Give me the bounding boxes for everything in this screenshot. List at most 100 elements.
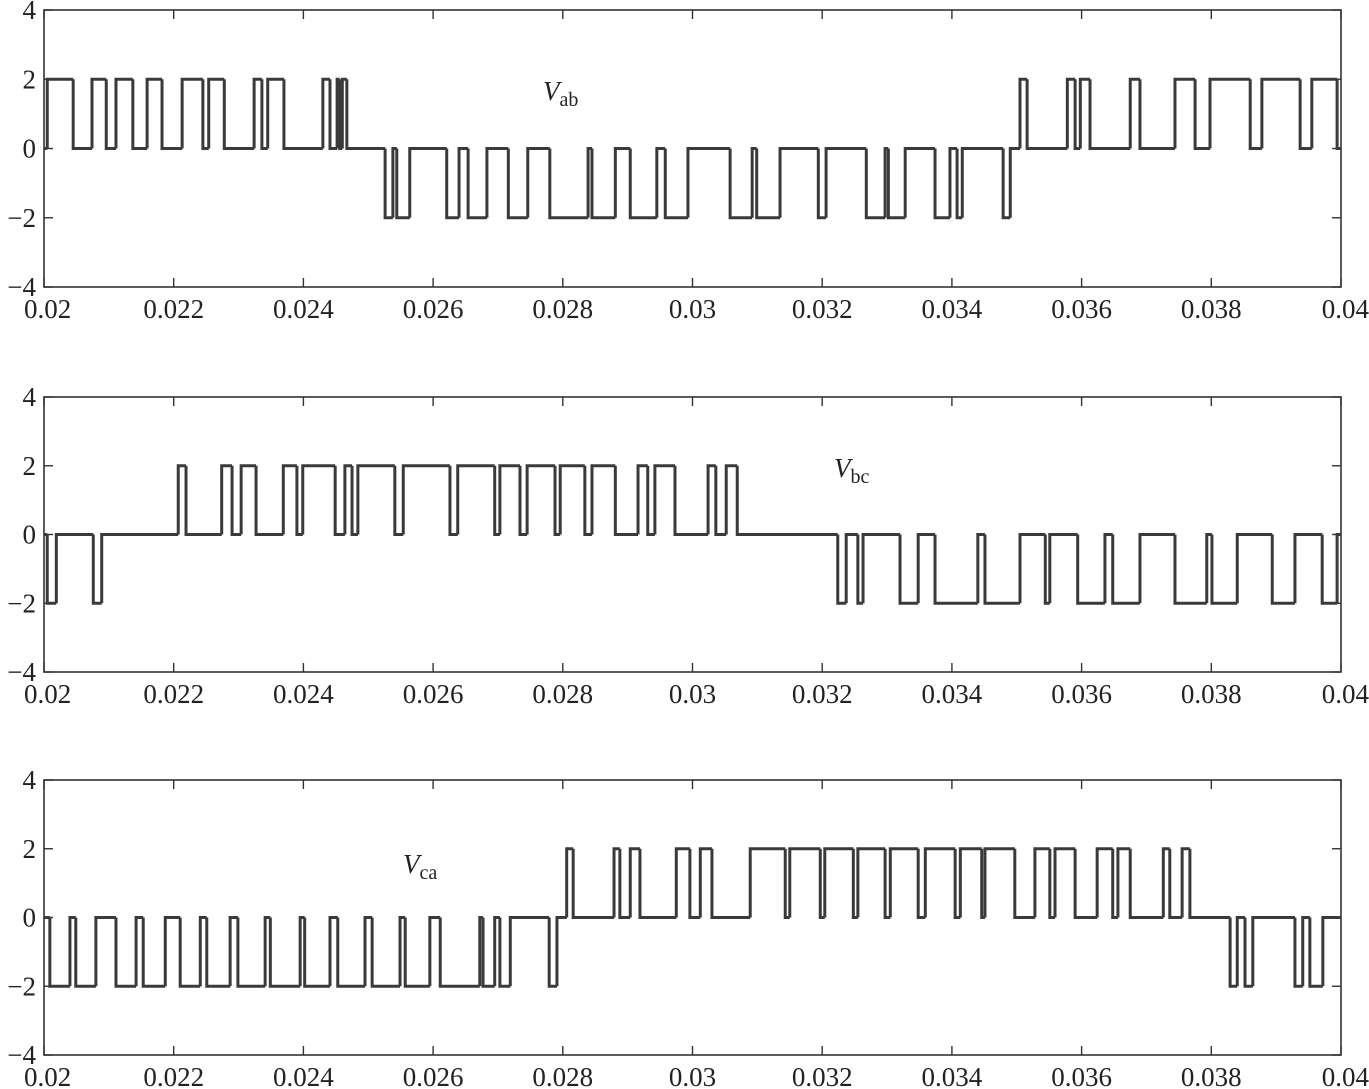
step-segment xyxy=(836,534,847,605)
step-segment xyxy=(686,147,731,218)
step-segment xyxy=(1251,916,1295,987)
step-segment xyxy=(298,916,305,987)
step-segment xyxy=(1025,79,1068,150)
step-segment xyxy=(403,917,430,988)
x-tick-label: 0.022 xyxy=(143,1062,204,1089)
step-segment xyxy=(395,148,410,220)
step-segment xyxy=(646,465,655,536)
x-tick-label: 0.038 xyxy=(1181,679,1242,709)
step-segment xyxy=(735,465,838,536)
step-segment xyxy=(688,848,701,919)
step-segment xyxy=(883,848,891,919)
step-segment xyxy=(856,847,886,918)
step-segment xyxy=(356,464,395,535)
step-segment xyxy=(401,464,450,535)
step-segment xyxy=(1001,148,1011,220)
step-segment xyxy=(340,77,347,149)
step-segment xyxy=(558,464,585,535)
step-segment xyxy=(1111,534,1140,605)
step-segment xyxy=(553,465,561,536)
step-segment xyxy=(571,848,615,919)
step-segment xyxy=(976,533,985,604)
step-segment xyxy=(856,534,864,605)
y-tick-label: 0 xyxy=(23,520,37,550)
step-segment xyxy=(94,916,116,987)
x-tick-label: 0.034 xyxy=(922,294,983,324)
step-segment xyxy=(861,533,901,604)
step-segment xyxy=(180,77,203,149)
step-segment xyxy=(336,917,366,988)
step-segment xyxy=(983,534,1020,605)
step-segment xyxy=(1180,847,1190,918)
annotation-subscript: ca xyxy=(420,862,438,884)
step-segment xyxy=(1138,533,1175,604)
step-segment xyxy=(493,465,500,536)
x-tick-label: 0.032 xyxy=(792,679,853,709)
step-segment xyxy=(1260,77,1301,149)
step-segment xyxy=(903,147,936,218)
step-segment xyxy=(466,148,487,220)
y-tick-label: 0 xyxy=(23,134,37,164)
y-tick-label: 2 xyxy=(23,451,37,481)
x-tick-label: 0.03 xyxy=(669,294,716,324)
step-segment xyxy=(1018,77,1028,149)
step-segment xyxy=(1248,79,1262,150)
step-segment xyxy=(228,916,238,987)
step-segment xyxy=(663,148,688,220)
x-tick-label: 0.022 xyxy=(143,294,204,324)
step-segment xyxy=(844,533,858,604)
step-segment xyxy=(1310,77,1338,149)
step-segment xyxy=(783,848,790,919)
step-segment xyxy=(933,148,950,220)
subplot: 0.02 0.022 0.024 0.026 0.028 0.03 0.032 0.034 0.… xyxy=(7,765,1369,1089)
step-segment xyxy=(74,917,96,988)
step-segment xyxy=(45,77,74,149)
step-segment xyxy=(1243,917,1253,988)
step-segment xyxy=(370,917,401,988)
step-segment xyxy=(398,916,406,987)
step-segment xyxy=(1193,79,1210,150)
x-tick-label: 0.04 xyxy=(1322,1062,1369,1089)
step-segment xyxy=(1270,534,1295,605)
x-tick-label: 0.034 xyxy=(922,1062,983,1089)
step-segment xyxy=(888,847,919,918)
step-segment xyxy=(638,848,677,919)
step-segment xyxy=(178,917,201,988)
x-tick-label: 0.032 xyxy=(792,1062,853,1089)
step-segment xyxy=(448,465,458,536)
annotation: Vab xyxy=(543,76,578,111)
step-segment xyxy=(916,848,926,919)
step-segment xyxy=(1228,917,1238,988)
step-segment xyxy=(131,79,148,150)
step-segment xyxy=(1335,79,1341,150)
step-segment xyxy=(851,848,858,919)
step-segment xyxy=(321,77,330,149)
step-segment xyxy=(710,848,751,919)
step-segment xyxy=(1116,847,1131,918)
step-segment xyxy=(260,79,268,150)
step-segment xyxy=(748,847,786,918)
step-segment xyxy=(525,464,556,535)
step-segment xyxy=(493,916,500,987)
step-segment xyxy=(547,917,557,988)
step-segment xyxy=(1298,79,1312,150)
x-tick-label: 0.026 xyxy=(403,679,464,709)
step-segment xyxy=(1013,848,1035,919)
x-tick-label: 0.04 xyxy=(1322,679,1369,709)
step-segment xyxy=(1128,77,1140,149)
step-segment xyxy=(583,465,592,536)
step-segment xyxy=(1076,534,1105,605)
step-segment xyxy=(48,917,70,988)
x-tick-label: 0.02 xyxy=(24,679,71,709)
x-tick-label: 0.024 xyxy=(273,1062,334,1089)
step-segment xyxy=(1048,533,1078,604)
step-segment xyxy=(1208,77,1251,149)
y-tick-label: −2 xyxy=(7,971,36,1001)
x-tick-label: 0.028 xyxy=(532,1062,593,1089)
y-tick-label: 4 xyxy=(23,0,37,25)
x-tick-label: 0.034 xyxy=(922,679,983,709)
annotation-subscript: ab xyxy=(560,89,579,111)
step-segment xyxy=(266,77,284,149)
step-segment xyxy=(114,917,137,988)
step-segment xyxy=(1128,848,1164,919)
